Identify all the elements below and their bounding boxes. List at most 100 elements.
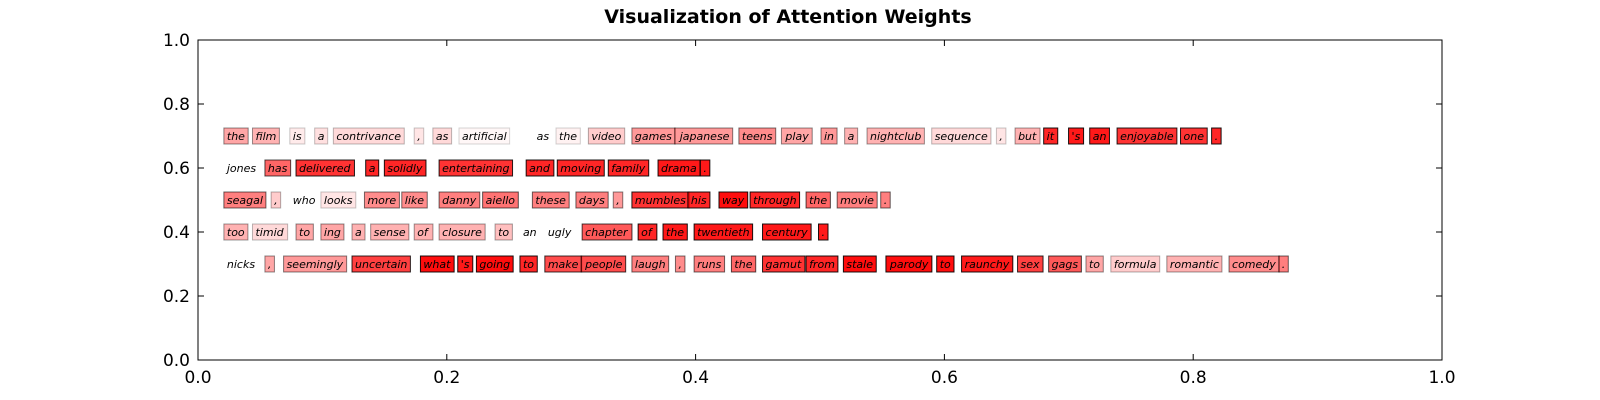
- word-label: like: [405, 194, 424, 207]
- word-token: but: [1014, 127, 1041, 145]
- word-label: to: [498, 226, 509, 239]
- word-highlight-box: [581, 223, 633, 241]
- word-token: solidly: [383, 159, 427, 177]
- word-label: jones: [225, 162, 257, 175]
- word-highlight-box: [413, 223, 434, 241]
- word-highlight-box: [762, 223, 812, 241]
- word-label: as: [436, 130, 449, 143]
- word-label: ,: [268, 258, 272, 271]
- word-highlight-box: [631, 255, 670, 273]
- word-label: from: [809, 258, 835, 271]
- word-token: to: [494, 223, 513, 241]
- word-token: as: [537, 130, 550, 143]
- word-label: and: [529, 162, 551, 175]
- word-highlight-box: [762, 255, 806, 273]
- word-token: more: [363, 191, 400, 209]
- word-label: his: [691, 194, 707, 207]
- word-highlight-box: [580, 255, 627, 273]
- word-highlight-box: [365, 159, 380, 177]
- word-highlight-box: [264, 255, 275, 273]
- word-highlight-box: [531, 191, 570, 209]
- word-label: more: [367, 194, 396, 207]
- word-label: ing: [324, 226, 341, 239]
- word-token: to: [936, 255, 955, 273]
- word-token: the: [805, 191, 831, 209]
- word-label: comedy: [1232, 258, 1276, 271]
- word-label: games: [635, 130, 672, 143]
- word-token: parody: [885, 255, 933, 273]
- word-highlight-box: [482, 191, 519, 209]
- word-token: a: [351, 223, 366, 241]
- word-token: ,: [413, 127, 425, 145]
- word-highlight-box: [818, 223, 829, 241]
- word-token: moving: [556, 159, 605, 177]
- x-tick-label: 0.0: [184, 368, 211, 388]
- word-label: the: [734, 258, 752, 271]
- word-token: people: [580, 255, 627, 273]
- word-label: people: [584, 258, 623, 271]
- word-highlight-box: [1211, 127, 1222, 145]
- word-token: chapter: [581, 223, 633, 241]
- word-label: mumbles: [635, 194, 686, 207]
- word-highlight-box: [383, 159, 427, 177]
- word-highlight-box: [419, 255, 455, 273]
- word-highlight-box: [401, 191, 428, 209]
- word-highlight-box: [438, 159, 514, 177]
- word-token: .: [880, 191, 891, 209]
- word-token: his: [687, 191, 711, 209]
- word-highlight-box: [519, 255, 538, 273]
- word-highlight-box: [556, 159, 605, 177]
- word-label: to: [523, 258, 534, 271]
- word-token: entertaining: [438, 159, 514, 177]
- word-highlight-box: [351, 223, 366, 241]
- word-token: to: [295, 223, 314, 241]
- word-label: in: [824, 130, 834, 143]
- word-token: an: [523, 226, 537, 239]
- word-highlight-box: [805, 255, 839, 273]
- word-label: too: [227, 226, 245, 239]
- word-highlight-box: [494, 223, 513, 241]
- word-highlight-box: [674, 127, 734, 145]
- word-highlight-box: [1110, 255, 1161, 273]
- word-highlight-box: [687, 191, 711, 209]
- word-token: an: [1089, 127, 1110, 145]
- word-label: a: [848, 130, 855, 143]
- word-label: family: [611, 162, 645, 175]
- word-token: raunchy: [961, 255, 1014, 273]
- word-label: seagal: [227, 194, 263, 207]
- y-tick-label: 1.0: [163, 31, 190, 51]
- y-tick-label: 0.8: [163, 95, 190, 115]
- word-highlight-box: [587, 127, 626, 145]
- word-token: the: [662, 223, 688, 241]
- word-highlight-box: [332, 127, 405, 145]
- axis-ticks: 0.0 0.2 0.4 0.6 0.8 1.0 0.0 0.2 0.4 0.6 0.8 1.0: [163, 31, 1456, 388]
- word-token: a: [365, 159, 380, 177]
- word-token: too: [223, 223, 249, 241]
- word-label: laugh: [635, 258, 666, 271]
- word-token: sequence: [931, 127, 992, 145]
- x-tick-label: 0.4: [682, 368, 709, 388]
- word-label: sequence: [935, 130, 988, 143]
- word-label: drama: [661, 162, 697, 175]
- word-token: timid: [251, 223, 289, 241]
- word-highlight-box: [662, 223, 688, 241]
- word-highlight-box: [1116, 127, 1178, 145]
- word-token: ,: [674, 255, 686, 273]
- word-token: enjoyable: [1116, 127, 1178, 145]
- word-token: what: [419, 255, 455, 273]
- word-token: ,: [612, 191, 624, 209]
- word-token: ugly: [548, 226, 572, 239]
- word-label: ugly: [548, 226, 572, 239]
- word-highlight-box: [1085, 255, 1104, 273]
- word-label: looks: [324, 194, 353, 207]
- word-highlight-box: [432, 127, 453, 145]
- word-label: romantic: [1170, 258, 1219, 271]
- word-token: seagal: [223, 191, 267, 209]
- word-highlight-box: [820, 127, 838, 145]
- word-label: japanese: [678, 130, 730, 143]
- word-highlight-box: [525, 159, 555, 177]
- word-token: sex: [1017, 255, 1044, 273]
- word-label: entertaining: [442, 162, 509, 175]
- word-token: twentieth: [693, 223, 754, 241]
- word-label: make: [548, 258, 579, 271]
